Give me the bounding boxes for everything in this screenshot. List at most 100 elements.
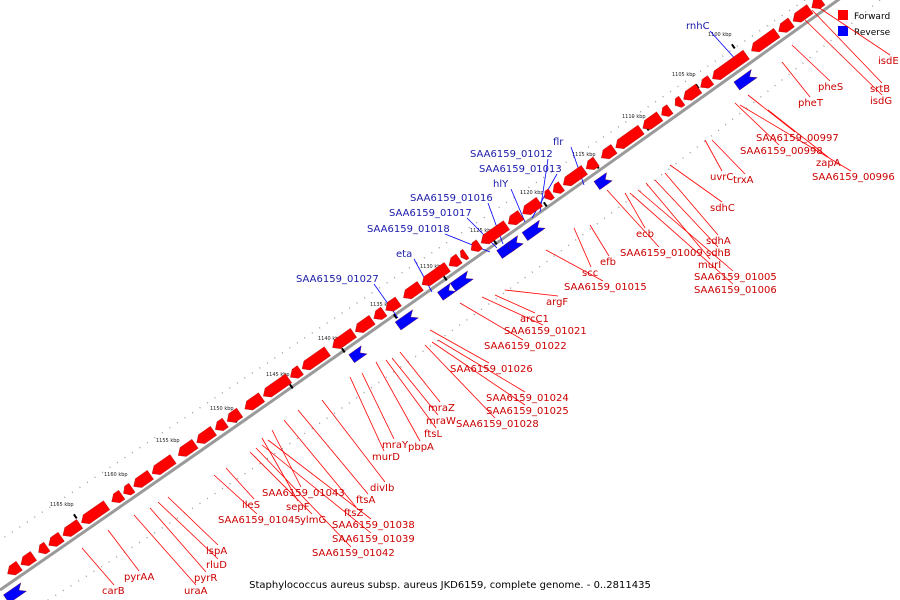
- gene-label-forward: SAA6159_01022: [484, 341, 567, 352]
- gene-arrows: [3, 0, 826, 600]
- leader-line-reverse: [709, 30, 739, 63]
- leader-line-forward: [781, 61, 811, 98]
- leader-line-forward: [704, 139, 723, 172]
- gene-label-forward: SAA6159_00996: [812, 172, 895, 183]
- forward-gene-arrow: [403, 281, 424, 300]
- legend-reverse-label: Reverse: [854, 28, 891, 38]
- gene-label-forward: ylmG: [300, 515, 326, 526]
- forward-gene-arrow: [244, 392, 266, 411]
- gene-label-forward: trxA: [733, 175, 754, 186]
- leader-line-forward: [573, 227, 592, 268]
- gene-label-forward: argF: [546, 297, 568, 308]
- forward-gene-arrow: [683, 83, 703, 101]
- leader-line-forward: [589, 224, 610, 257]
- gene-label-forward: zapA: [816, 158, 841, 169]
- kbp-tick-label: 1120 kbp: [520, 190, 544, 196]
- gene-label-forward: pbpA: [408, 442, 434, 453]
- forward-gene-arrow: [811, 0, 826, 9]
- forward-gene-arrow: [7, 560, 23, 576]
- gene-label-forward: lspA: [206, 546, 227, 557]
- leader-line-forward: [261, 437, 299, 502]
- forward-gene-arrow: [111, 489, 126, 503]
- leader-line-forward: [734, 102, 780, 146]
- legend: Forward Reverse: [838, 10, 891, 38]
- leader-line-reverse: [466, 217, 498, 249]
- leader-line-forward: [424, 344, 496, 419]
- leader-line-forward: [645, 182, 711, 260]
- forward-gene-arrow: [151, 454, 177, 475]
- forward-gene-arrow: [421, 262, 451, 286]
- forward-gene-arrow: [480, 220, 510, 245]
- gene-label-forward: mraZ: [428, 403, 455, 414]
- leader-line-forward: [399, 351, 441, 403]
- genome-backbone: [0, 0, 841, 592]
- leader-line-forward: [167, 496, 219, 546]
- forward-gene-arrow: [38, 541, 51, 555]
- gene-label-forward: srtB: [870, 84, 890, 95]
- forward-gene-arrow: [123, 482, 136, 496]
- leader-line-reverse: [570, 146, 585, 186]
- kbp-tick-mark: [393, 313, 398, 320]
- leader-line-forward: [637, 189, 734, 272]
- reverse-gene-arrow: [733, 69, 758, 91]
- gene-label-reverse: eta: [396, 249, 412, 260]
- leader-line-forward: [711, 139, 746, 175]
- gene-label-forward: divIb: [370, 483, 394, 494]
- kbp-tick-mark: [493, 239, 498, 246]
- kbp-tick-label: 1105 kbp: [672, 72, 696, 78]
- forward-gene-arrow: [20, 551, 37, 566]
- gene-label-forward: SAA6159_00997: [756, 133, 839, 144]
- leader-line-forward: [629, 192, 734, 285]
- leader-line-forward: [157, 501, 219, 560]
- gene-label-reverse: hlY: [493, 179, 509, 190]
- gene-label-forward: SAA6159_01028: [456, 419, 539, 430]
- forward-gene-arrow: [563, 165, 588, 187]
- gene-label-forward: uraA: [184, 586, 208, 597]
- leader-line-reverse: [539, 158, 549, 213]
- kbp-tick-layer: 1100 kbp 1105 kbp 1110 kbp 1115 kbp 1120 kbp…: [50, 32, 736, 520]
- gene-label-forward: ileS: [242, 500, 260, 511]
- gene-label-forward: ftsZ: [344, 508, 363, 519]
- leader-line-forward: [321, 399, 386, 483]
- leader-line-forward: [739, 104, 852, 172]
- forward-gene-arrow: [178, 438, 199, 457]
- leader-line-forward: [149, 507, 207, 573]
- gene-label-reverse: flr: [553, 137, 564, 148]
- reverse-gene-arrow: [449, 270, 474, 292]
- leader-line-forward: [297, 409, 369, 495]
- gene-label-forward: SAA6159_01021: [504, 326, 587, 337]
- gene-label-reverse: SAA6159_01027: [296, 274, 379, 285]
- leader-line-forward: [385, 359, 437, 429]
- forward-gene-arrow: [552, 181, 565, 194]
- kbp-tick-label: 1115 kbp: [572, 152, 596, 158]
- kbp-tick-label: 1155 kbp: [156, 438, 180, 444]
- gene-label-forward: mraY: [382, 440, 409, 451]
- leader-line-forward: [349, 376, 385, 452]
- gene-label-forward: efb: [600, 257, 616, 268]
- gene-label-forward: SAA6159_01024: [486, 393, 569, 404]
- gene-label-forward: ftsA: [356, 495, 375, 506]
- leader-line-forward: [107, 529, 140, 572]
- leader-line-reverse: [510, 188, 526, 223]
- kbp-tick-label: 1140 kbp: [318, 336, 342, 342]
- forward-gene-arrow: [522, 196, 543, 215]
- gene-label-forward: isdG: [870, 96, 892, 107]
- gene-label-forward: pyrAA: [124, 572, 154, 583]
- kbp-tick-label: 1125 kbp: [470, 228, 494, 234]
- reverse-gene-arrow: [593, 172, 613, 190]
- leader-line-reverse: [373, 283, 399, 319]
- leader-line-forward: [271, 429, 302, 488]
- forward-gene-arrow: [226, 407, 244, 423]
- leader-line-forward: [767, 109, 829, 158]
- gene-label-forward: sdhB: [706, 248, 731, 259]
- gene-label-forward: SAA6159_01005: [694, 272, 777, 283]
- forward-gene-arrow: [62, 519, 84, 537]
- kbp-tick-label: 1160 kbp: [104, 472, 128, 478]
- gene-label-forward: sdhC: [710, 203, 735, 214]
- leader-line-forward: [255, 447, 352, 548]
- gene-label-forward: ecb: [636, 229, 654, 240]
- gene-label-forward: isdE: [878, 56, 899, 67]
- reverse-gene-arrow: [3, 582, 28, 600]
- leader-lines: [81, 4, 891, 586]
- gene-label-reverse: SAA6159_01013: [479, 164, 562, 175]
